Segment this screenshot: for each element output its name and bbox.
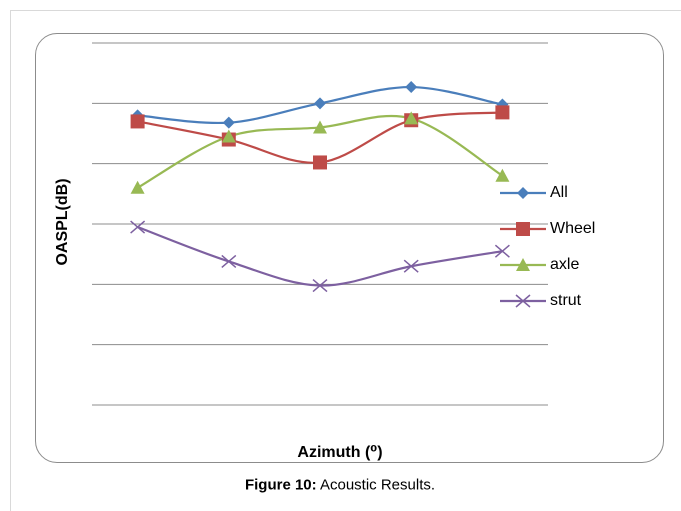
- chart-area: [35, 33, 664, 463]
- series-line-strut: [137, 225, 503, 287]
- data-point-strut: [130, 220, 146, 234]
- data-point-wheel: [313, 155, 327, 170]
- legend-label-axle: axle: [550, 256, 580, 273]
- data-point-all: [314, 97, 326, 110]
- data-point-axle: [404, 111, 419, 125]
- legend-label-all: All: [550, 184, 568, 201]
- data-point-strut: [403, 259, 419, 273]
- data-point-axle: [221, 129, 236, 143]
- caption-text: Acoustic Results.: [316, 476, 436, 494]
- data-point-all: [405, 81, 418, 94]
- legend-marker-strut: [515, 294, 531, 308]
- page-frame-left: [10, 10, 11, 511]
- page-frame-top: [10, 10, 681, 11]
- data-point-strut: [312, 278, 328, 293]
- y-axis-label: OASPL(dB): [54, 178, 71, 266]
- data-point-axle: [130, 180, 145, 194]
- data-point-axle: [313, 120, 327, 134]
- data-point-strut: [221, 254, 237, 268]
- x-axis-label: Azimuth (⁰): [297, 444, 383, 461]
- data-point-all: [222, 116, 235, 129]
- caption-prefix: Figure 10:: [244, 476, 317, 494]
- legend-marker-wheel: [516, 222, 530, 236]
- figure-caption: Figure 10: Acoustic Results.: [245, 477, 435, 494]
- legend-label-strut: strut: [550, 292, 582, 309]
- data-point-wheel: [495, 105, 510, 120]
- legend-marker-axle: [516, 258, 530, 271]
- legend-label-wheel: Wheel: [550, 220, 596, 237]
- data-point-wheel: [130, 114, 145, 129]
- data-point-axle: [495, 168, 510, 182]
- data-point-strut: [494, 244, 510, 258]
- legend-marker-all: [517, 187, 529, 199]
